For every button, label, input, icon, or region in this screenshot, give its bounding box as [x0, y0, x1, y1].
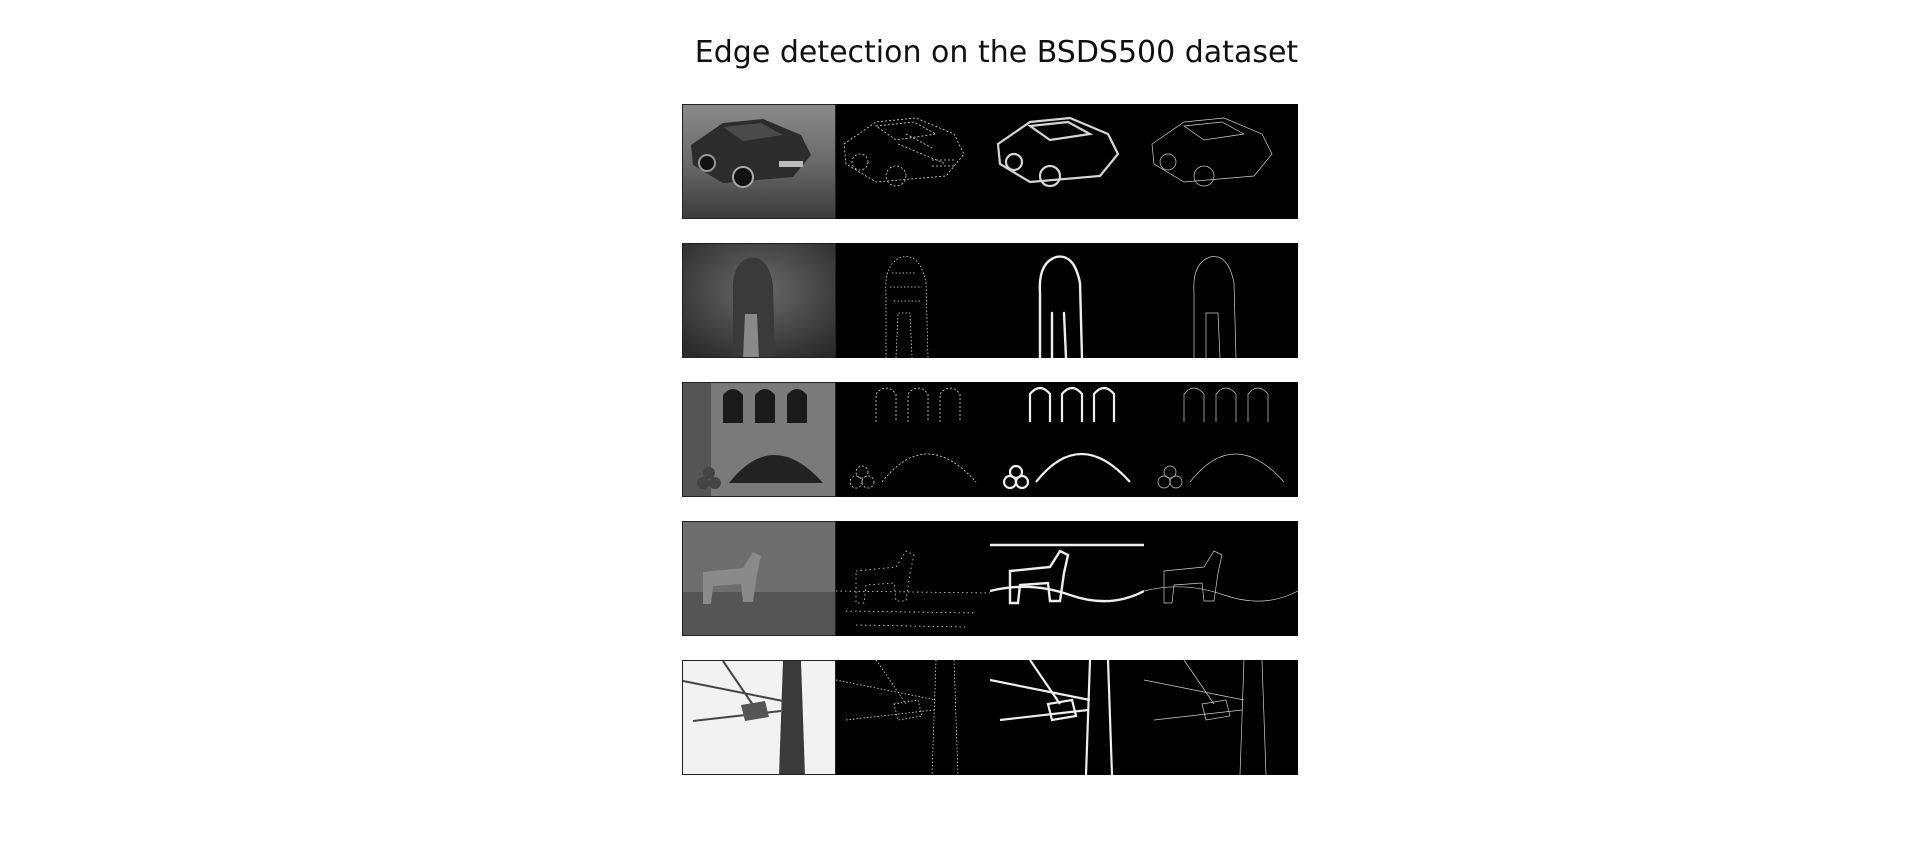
porcupine-edge-map-thin [1144, 243, 1298, 358]
grid-row-arches [682, 382, 1298, 497]
car-edge-map-soft [990, 104, 1144, 219]
car-edge-map-sparse [836, 104, 990, 219]
image-grid [682, 104, 1298, 799]
porcupine-input-image [682, 243, 836, 358]
car-edge-map-thin [1144, 104, 1298, 219]
grid-row-porcupine [682, 243, 1298, 358]
figure-title: Edge detection on the BSDS500 dataset [694, 35, 1299, 70]
grid-row-leopard-in-tree [682, 660, 1298, 775]
car-input-image [682, 104, 836, 219]
arches-input-image [682, 382, 836, 497]
porcupine-edge-map-sparse [836, 243, 990, 358]
leopard-in-tree-edge-map-sparse [836, 660, 990, 775]
leopard-in-tree-edge-map-soft [990, 660, 1144, 775]
porcupine-edge-map-soft [990, 243, 1144, 358]
leopard-in-tree-edge-map-thin [1144, 660, 1298, 775]
deer-edge-map-sparse [836, 521, 990, 636]
deer-input-image [682, 521, 836, 636]
arches-edge-map-thin [1144, 382, 1298, 497]
deer-edge-map-thin [1144, 521, 1298, 636]
arches-edge-map-soft [990, 382, 1144, 497]
leopard-in-tree-input-image [682, 660, 836, 775]
arches-edge-map-sparse [836, 382, 990, 497]
grid-row-deer [682, 521, 1298, 636]
deer-edge-map-soft [990, 521, 1144, 636]
grid-row-car [682, 104, 1298, 219]
